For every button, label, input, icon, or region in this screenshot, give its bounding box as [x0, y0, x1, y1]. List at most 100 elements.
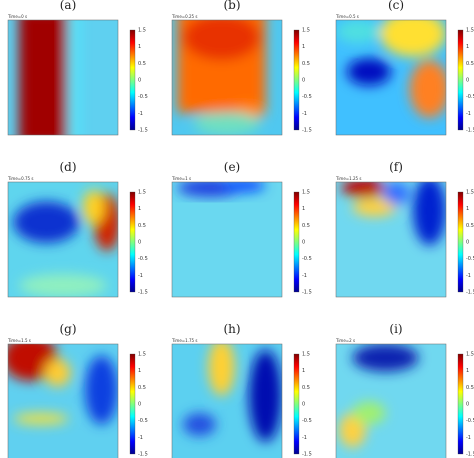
colorbar-tick-label: -1: [466, 111, 471, 117]
colorbar-tick-label: -1.5: [138, 128, 148, 134]
panel-label: (g): [59, 322, 76, 336]
heatmap: [336, 20, 446, 135]
panel: (f) Time=1.25 s 1.5 1 0.5 0 -0.5 -1 -1.5: [335, 160, 474, 298]
heatmap-frame: [335, 19, 447, 136]
time-label: Time=1.75 s: [171, 338, 197, 343]
colorbar-tick-label: -0.5: [302, 418, 312, 424]
heat-region: [249, 349, 282, 442]
colorbar-tick-label: -1.5: [138, 452, 148, 458]
colorbar-tick-label: 0.5: [466, 61, 474, 67]
panel-label: (b): [223, 0, 240, 12]
time-label: Time=0.25 s: [171, 14, 197, 19]
colorbar-tick-label: -0.5: [138, 256, 148, 262]
colorbar-tick-label: 1.5: [466, 28, 474, 34]
panel-label: (c): [388, 0, 404, 12]
colorbar-tick-label: 1.5: [302, 190, 310, 196]
heat-region: [44, 358, 71, 387]
heatmap-frame: [7, 19, 119, 136]
colorbar-tick-label: 0.5: [138, 223, 146, 229]
heat-region: [19, 274, 107, 297]
panel: (h) Time=1.75 s 1.5 1 0.5 0 -0.5 -1 -1.5: [171, 322, 312, 458]
colorbar-tick-label: 0.5: [302, 385, 310, 391]
colorbar: [457, 191, 464, 293]
colorbar-tick-label: -0.5: [138, 94, 148, 100]
heatmap-field: [13, 190, 118, 297]
heatmap-frame: [171, 19, 283, 136]
heat-region: [13, 413, 69, 425]
heatmap: [336, 344, 446, 458]
time-label: Time=0.75 s: [7, 176, 33, 181]
panel-label: (d): [59, 160, 76, 174]
heatmap-frame: [7, 343, 119, 458]
colorbar-tick-label: -0.5: [466, 418, 474, 424]
heatmap: [8, 20, 118, 135]
panel: (c) Time=0.5 s 1.5 1 0.5 0 -0.5 -1 -1.5: [335, 0, 474, 136]
heatmap-field: [339, 344, 419, 448]
heatmap: [8, 182, 118, 297]
heat-region: [413, 182, 446, 246]
colorbar-tick-label: 1: [302, 44, 305, 50]
heat-region: [19, 20, 69, 135]
colorbar-tick-label: -1.5: [466, 290, 474, 296]
colorbar-tick-label: 0.5: [138, 61, 146, 67]
colorbar: [129, 191, 136, 293]
time-label: Time=2 s: [335, 338, 355, 343]
heat-region: [347, 57, 391, 86]
colorbar-tick-label: 0: [138, 78, 141, 84]
panel: (g) Time=1.5 s 1.5 1 0.5 0 -0.5 -1 -1.5: [7, 322, 148, 458]
colorbar-tick-label: 0.5: [466, 223, 474, 229]
heatmap-field: [177, 182, 266, 197]
time-label: Time=0.5 s: [335, 14, 359, 19]
colorbar-tick-label: 0: [466, 402, 469, 408]
time-label: Time=1 s: [171, 176, 191, 181]
heatmap: [172, 20, 282, 135]
colorbar-tick-label: 1.5: [138, 352, 146, 358]
heat-region: [352, 401, 386, 425]
colorbar-tick-label: 1: [138, 368, 141, 374]
colorbar: [129, 29, 136, 131]
colorbar-tick-label: 0: [302, 402, 305, 408]
colorbar-tick-label: 1: [466, 368, 469, 374]
colorbar-tick-label: 0: [302, 240, 305, 246]
panel-label: (f): [389, 160, 403, 174]
heatmap-bg: [172, 182, 282, 297]
colorbar-tick-label: 1: [138, 206, 141, 212]
time-label: Time=1.5 s: [7, 338, 31, 343]
heat-region: [341, 182, 386, 197]
colorbar: [293, 353, 300, 455]
heatmap-field: [177, 20, 266, 135]
colorbar: [129, 353, 136, 455]
colorbar-tick-label: -1.5: [466, 452, 474, 458]
panel: (a) Time=0 s 1.5 1 0.5 0 -0.5 -1 -1.5: [7, 0, 148, 136]
heat-region: [380, 20, 446, 57]
colorbar-tick-label: -1.5: [138, 290, 148, 296]
colorbar-tick-label: 0: [302, 78, 305, 84]
heat-region: [13, 201, 80, 243]
heat-region: [336, 20, 380, 43]
heat-region: [221, 182, 266, 193]
colorbar-tick-label: -1.5: [466, 128, 474, 134]
panel: (e) Time=1 s 1.5 1 0.5 0 -0.5 -1 -1.5: [171, 160, 312, 298]
colorbar-tick-label: 1: [302, 206, 305, 212]
panel-label: (e): [224, 160, 240, 174]
colorbar-tick-label: -0.5: [302, 94, 312, 100]
heat-region: [82, 190, 105, 225]
colorbar-tick-label: 1.5: [138, 190, 146, 196]
heat-region: [183, 20, 260, 61]
colorbar-tick-label: -1: [138, 111, 143, 117]
colorbar-tick-label: -0.5: [302, 256, 312, 262]
heat-region: [68, 20, 80, 135]
time-label: Time=0 s: [7, 14, 27, 19]
colorbar-tick-label: -1: [302, 111, 307, 117]
colorbar-tick-label: -1: [138, 435, 143, 441]
heat-region: [194, 112, 260, 135]
panel-label: (h): [223, 322, 240, 336]
heatmap-frame: [335, 343, 447, 458]
heat-region: [85, 355, 118, 425]
colorbar: [457, 29, 464, 131]
heat-region: [183, 413, 216, 436]
heatmap-frame: [171, 181, 283, 298]
colorbar-tick-label: -1: [138, 273, 143, 279]
panel: (i) Time=2 s 1.5 1 0.5 0 -0.5 -1 -1.5: [335, 322, 474, 458]
